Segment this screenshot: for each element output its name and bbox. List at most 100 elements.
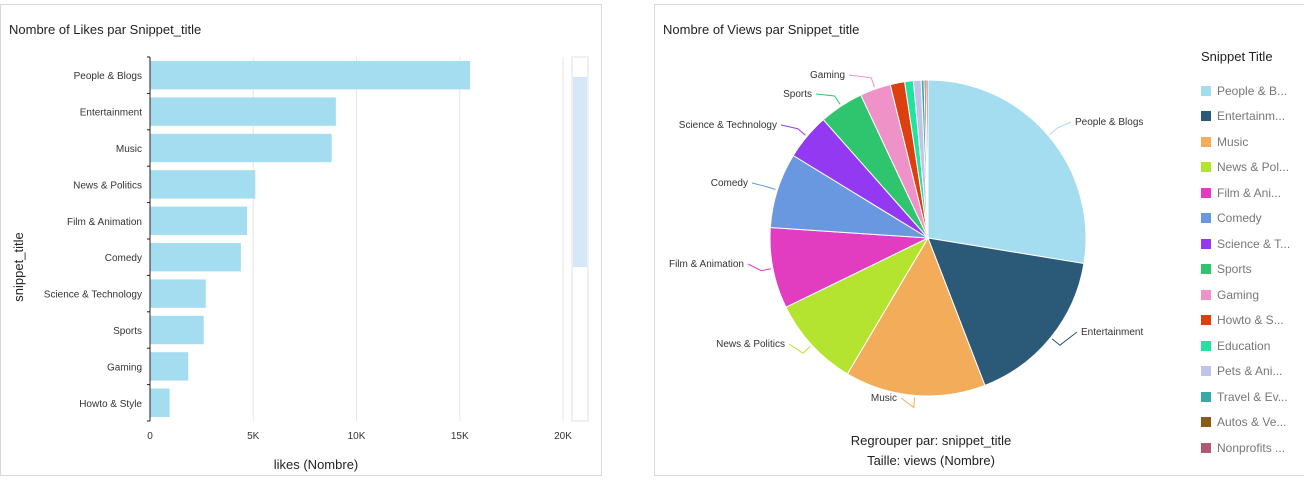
bar-category-label: Entertainment [80,108,142,119]
legend-label: Education [1217,338,1271,353]
legend-label: Gaming [1217,287,1260,302]
pie-leader-line [751,182,776,190]
legend-swatch [1201,417,1211,428]
legend-item-howto-style[interactable]: Howto & S... [1201,308,1304,334]
legend-label: Travel & Ev... [1217,389,1288,404]
pie-slice-label: Comedy [711,178,748,189]
pie-leader-line [780,124,806,136]
legend-item-travel-events[interactable]: Travel & Ev... [1201,384,1304,410]
x-tick-label: 0 [147,431,153,442]
bar-category-label: Gaming [107,362,142,373]
pie-size-caption: Taille: views (Nombre) [867,453,995,468]
bar-science-technology[interactable] [150,279,206,308]
bar-scroll-thumb[interactable] [573,77,587,267]
likes-bar-chart: People & Blogs Entertainment Music News & P… [11,56,589,472]
legend-swatch [1201,315,1211,326]
bar-news-politics[interactable] [150,170,256,199]
pie-slice-label: Music [871,393,897,404]
legend-swatch [1201,187,1211,198]
pie-slice-label: Gaming [810,70,845,81]
bar-category-label: News & Politics [73,180,142,191]
legend-label: Music [1217,134,1249,149]
pie-leader-line [815,93,841,105]
legend-item-science-technology[interactable]: Science & T... [1201,231,1304,257]
pie-slice-music[interactable] [846,236,986,397]
legend-swatch [1201,289,1211,300]
legend-item-music[interactable]: Music [1201,129,1304,155]
legend-item-gaming[interactable]: Gaming [1201,282,1304,308]
x-tick-label: 20K [554,431,572,442]
legend-swatch [1201,162,1211,173]
legend-item-people-blogs[interactable]: People & B... [1201,78,1304,104]
legend-item-autos-vehicles[interactable]: Autos & Ve... [1201,410,1304,436]
x-tick-label: 10K [348,431,366,442]
legend-label: Nonprofits ... [1217,440,1286,455]
legend-item-sports[interactable]: Sports [1201,257,1304,283]
legend-swatch [1201,85,1211,96]
legend-item-nonprofits-activism[interactable]: Nonprofits ... [1201,435,1304,461]
legend-swatch [1201,442,1211,453]
views-chart-panel: Nombre of Views par Snippet_title People… [654,4,1304,476]
legend-item-news-politics[interactable]: News & Pol... [1201,155,1304,181]
pie-slice-label: Science & Technology [679,120,777,131]
legend-item-education[interactable]: Education [1201,333,1304,359]
x-tick-label: 5K [247,431,260,442]
bar-music[interactable] [150,133,332,163]
legend-label: Howto & S... [1217,313,1284,328]
bar-entertainment[interactable] [150,97,336,126]
legend-item-comedy[interactable]: Comedy [1201,206,1304,232]
likes-chart-title: Nombre of Likes par Snippet_title [9,22,202,37]
bar-howto-style[interactable] [150,388,170,417]
legend-item-entertainment[interactable]: Entertainm... [1201,104,1304,130]
legend-item-film-animation[interactable]: Film & Ani... [1201,180,1304,206]
bar-film-animation[interactable] [150,206,248,235]
pie-slice-news-politics[interactable] [785,236,930,375]
bar-comedy[interactable] [150,243,241,272]
legend-swatch [1201,391,1211,402]
pie-slice-label: Sports [783,89,812,100]
pie-leader-line [747,263,772,272]
legend-swatch [1201,136,1211,147]
pie-slice-label: Entertainment [1081,327,1143,338]
bar-category-label: Music [116,144,142,155]
bar-category-label: Comedy [105,253,142,264]
pie-slice-entertainment[interactable] [927,237,1085,387]
pie-legend: Snippet Title People & B... Entertainm...… [1201,49,1304,461]
legend-label: Entertainm... [1217,109,1286,124]
legend-label: Pets & Ani... [1217,364,1283,379]
pie-slice-nonprofits-activism[interactable] [925,79,929,239]
legend-swatch [1201,340,1211,351]
legend-label: Film & Ani... [1217,185,1282,200]
legend-swatch [1201,238,1211,249]
pie-leader-line [788,343,811,354]
bar-category-label: People & Blogs [74,71,142,82]
pie-leader-line [900,397,916,409]
bar-gaming[interactable] [150,352,189,381]
legend-title: Snippet Title [1201,49,1273,64]
pie-slice-people-blogs[interactable] [927,79,1087,265]
views-chart-title: Nombre of Views par Snippet_title [663,22,860,37]
likes-chart-panel: Nombre of Likes par Snippet_title People… [0,4,602,476]
bar-category-label: Film & Animation [67,217,142,228]
x-tick-label: 15K [451,431,469,442]
legend-label: Science & T... [1217,236,1291,251]
legend-label: Autos & Ve... [1217,415,1287,430]
legend-swatch [1201,213,1211,224]
legend-label: People & B... [1217,83,1288,98]
pie-slice-label: Film & Animation [669,259,744,270]
legend-swatch [1201,366,1211,377]
legend-swatch [1201,111,1211,122]
bar-people-blogs[interactable] [150,61,471,90]
bar-category-label: Sports [113,326,142,337]
views-pie-chart: People & Blogs Entertainment Music News & P… [669,70,1143,409]
legend-swatch [1201,264,1211,275]
legend-item-pets-animals[interactable]: Pets & Ani... [1201,359,1304,385]
legend-label: Sports [1217,262,1252,277]
pie-slice-label: News & Politics [716,339,785,350]
legend-label: Comedy [1217,211,1262,226]
pie-slice-label: People & Blogs [1075,117,1143,128]
pie-leader-line [1049,121,1072,135]
bar-sports[interactable] [150,315,204,345]
pie-leader-line [1051,331,1078,346]
x-axis-title: likes (Nombre) [274,457,359,472]
